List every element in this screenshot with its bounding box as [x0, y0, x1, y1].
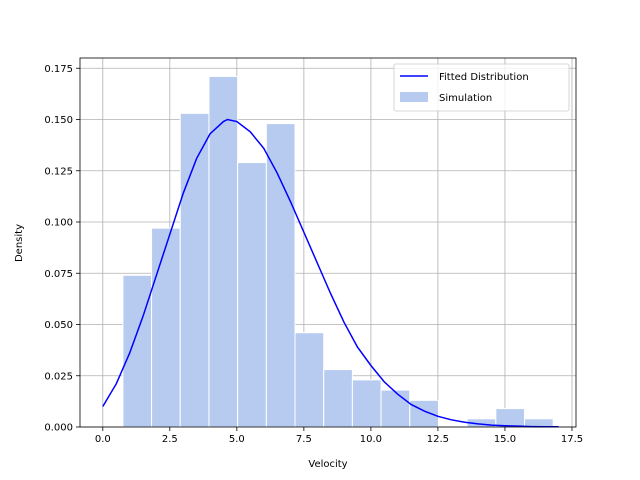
y-tick-label: 0.025	[44, 371, 73, 382]
histogram-bar	[380, 389, 411, 428]
legend-box	[393, 63, 570, 112]
x-tick-label: 17.5	[561, 434, 583, 445]
histogram-bar	[323, 369, 353, 428]
legend: Fitted Distribution Simulation	[393, 63, 570, 112]
histogram-bar	[294, 332, 325, 428]
histogram-bar	[151, 227, 181, 428]
y-tick-label: 0.175	[44, 64, 73, 75]
x-axis-label: Velocity	[308, 459, 347, 470]
y-tick-label: 0.100	[44, 218, 73, 229]
y-tick-label: 0.000	[44, 423, 73, 434]
x-tick-label: 7.5	[296, 434, 312, 445]
histogram-bar	[495, 408, 526, 428]
legend-fitted-label: Fitted Distribution	[439, 72, 529, 83]
fitted-distribution-line	[102, 118, 559, 428]
legend-simulation-label: Simulation	[439, 93, 492, 104]
y-tick-label: 0.050	[44, 320, 73, 331]
plot-area	[79, 57, 577, 428]
y-tick-label: 0.125	[44, 166, 73, 177]
x-tick-label: 2.5	[162, 434, 178, 445]
histogram-bar	[208, 75, 239, 428]
histogram-bar	[179, 112, 210, 428]
x-axis-ticks: 0.0 2.5 5.0 7.5 10.0 12.5 15.0 17.5	[95, 427, 583, 445]
y-axis-label: Density	[14, 224, 25, 262]
legend-simulation-swatch	[400, 92, 428, 102]
histogram-bar	[122, 274, 153, 428]
x-tick-label: 5.0	[229, 434, 245, 445]
y-tick-label: 0.075	[44, 269, 73, 280]
x-tick-label: 10.0	[360, 434, 382, 445]
y-axis-ticks: 0.000 0.025 0.050 0.075 0.100 0.125 0.150 0.175	[44, 64, 80, 434]
axes-frame	[79, 57, 577, 428]
x-tick-label: 15.0	[494, 434, 516, 445]
histogram-bar	[409, 399, 439, 428]
histogram-bars	[122, 75, 554, 428]
x-tick-label: 12.5	[427, 434, 449, 445]
y-tick-label: 0.150	[44, 115, 73, 126]
x-tick-label: 0.0	[95, 434, 111, 445]
histogram-bar	[237, 162, 267, 428]
histogram-bar	[265, 123, 296, 428]
histogram-bar	[351, 379, 382, 428]
